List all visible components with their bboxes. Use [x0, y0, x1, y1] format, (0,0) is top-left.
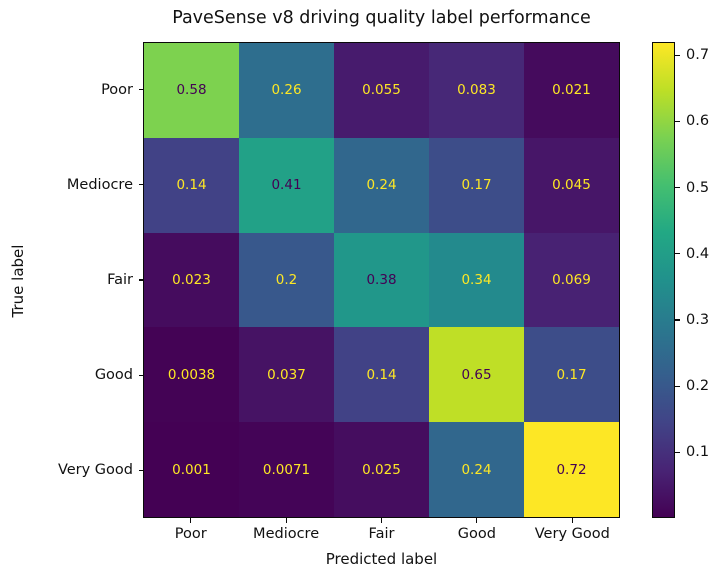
heatmap-cell: 0.045: [524, 137, 619, 233]
tick-mark: [476, 518, 478, 523]
heatmap-cell: 0.021: [524, 43, 619, 138]
heatmap-cell: 0.65: [429, 327, 524, 423]
heatmap-cell: 0.025: [334, 422, 429, 517]
heatmap-cell: 0.0038: [144, 327, 239, 423]
tick-mark: [675, 385, 680, 387]
heatmap-cell: 0.083: [429, 43, 524, 138]
colorbar-tick-label: 0.2: [686, 378, 710, 395]
tick-mark: [138, 89, 143, 91]
x-tick-label: Fair: [368, 526, 395, 542]
tick-mark: [138, 469, 143, 471]
tick-mark: [285, 518, 287, 523]
heatmap-cell: 0.26: [239, 43, 334, 138]
tick-mark: [675, 54, 680, 56]
tick-mark: [675, 187, 680, 189]
heatmap-cell: 0.38: [334, 232, 429, 328]
colorbar-tick-label: 0.6: [686, 113, 710, 130]
tick-mark: [138, 374, 143, 376]
chart-title: PaveSense v8 driving quality label perfo…: [172, 8, 591, 28]
heatmap-cell: 0.14: [144, 137, 239, 233]
tick-mark: [675, 451, 680, 454]
colorbar-tick-label: 0.7: [686, 47, 710, 64]
y-axis-label: True label: [9, 244, 27, 318]
x-tick-label: Poor: [174, 526, 207, 542]
heatmap-cell: 0.41: [239, 137, 334, 233]
x-tick-label: Mediocre: [253, 526, 320, 542]
tick-mark: [675, 120, 680, 123]
x-tick-label: Good: [457, 526, 496, 542]
heatmap-cell: 0.069: [524, 232, 619, 328]
colorbar-tick-label: 0.3: [686, 312, 710, 329]
heatmap-cell: 0.58: [144, 43, 239, 138]
heatmap-cell: 0.001: [144, 422, 239, 517]
heatmap-cell: 0.14: [334, 327, 429, 423]
tick-mark: [138, 184, 143, 186]
y-tick-label: Fair: [107, 272, 133, 288]
heatmap-cell: 0.34: [429, 232, 524, 328]
colorbar-tick-label: 0.1: [686, 444, 710, 461]
colorbar-tick-label: 0.4: [686, 245, 710, 262]
y-tick-label: Good: [94, 367, 133, 384]
heatmap-cell: 0.72: [524, 422, 619, 517]
colorbar-tick-label: 0.5: [686, 179, 710, 196]
heatmap-cell: 0.17: [524, 327, 619, 423]
tick-mark: [675, 319, 680, 321]
tick-mark: [380, 518, 383, 523]
heatmap-cell: 0.2: [239, 232, 334, 328]
colorbar: [652, 42, 675, 518]
tick-mark: [138, 279, 143, 281]
tick-mark: [675, 253, 680, 255]
heatmap-cell: 0.037: [239, 327, 334, 423]
heatmap-cell: 0.023: [144, 232, 239, 328]
heatmap-cell: 0.24: [429, 422, 524, 517]
x-axis-label: Predicted label: [325, 550, 438, 568]
heatmap-cell: 0.17: [429, 137, 524, 233]
y-tick-label: Mediocre: [66, 176, 133, 193]
x-tick-label: Very Good: [534, 526, 610, 542]
heatmap-cell: 0.055: [334, 43, 429, 138]
heatmap-cell: 0.24: [334, 137, 429, 233]
tick-mark: [190, 518, 192, 523]
heatmap-plot: 0.58 0.26 0.055 0.083 0.021 0.14 0.41 0.24 0.17 0…: [143, 42, 620, 518]
y-tick-label: Very Good: [57, 462, 133, 479]
y-tick-label: Poor: [101, 81, 133, 98]
heatmap-cell: 0.0071: [239, 422, 334, 517]
tick-mark: [571, 518, 573, 523]
